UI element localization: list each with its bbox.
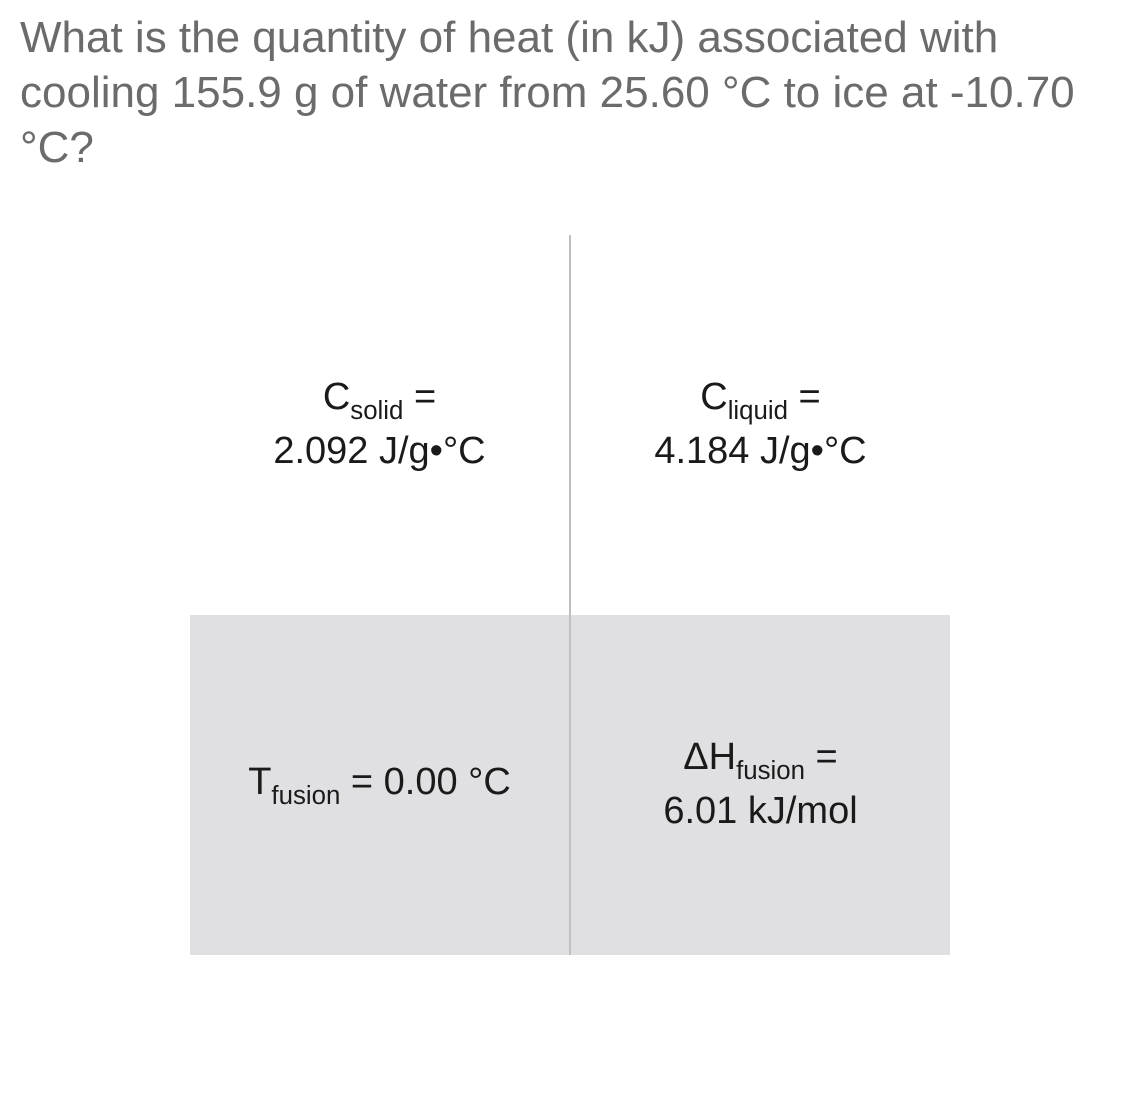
symbol-suffix: = xyxy=(403,376,436,418)
symbol-sub: fusion xyxy=(736,757,805,785)
symbol-suffix: = xyxy=(788,376,821,418)
cell-t-fusion: Tfusion = 0.00 °C xyxy=(190,615,570,955)
table-row: Csolid = 2.092 J/g•°C Cliquid = 4.184 J/… xyxy=(190,235,950,615)
symbol-suffix: = xyxy=(805,736,838,778)
symbol-prefix: C xyxy=(700,376,727,418)
symbol-prefix: ΔH xyxy=(683,736,736,778)
cell-dh-fusion: ΔHfusion = 6.01 kJ/mol xyxy=(570,615,950,955)
cell-value: 6.01 kJ/mol xyxy=(663,790,857,832)
table-row: Tfusion = 0.00 °C ΔHfusion = 6.01 kJ/mol xyxy=(190,615,950,955)
data-table-container: Csolid = 2.092 J/g•°C Cliquid = 4.184 J/… xyxy=(190,235,950,955)
question-text: What is the quantity of heat (in kJ) ass… xyxy=(20,10,1124,175)
cell-c-solid: Csolid = 2.092 J/g•°C xyxy=(190,235,570,615)
symbol-prefix: T xyxy=(248,761,271,803)
cell-value: 4.184 J/g•°C xyxy=(654,430,866,472)
symbol-sub: liquid xyxy=(728,397,788,425)
data-table: Csolid = 2.092 J/g•°C Cliquid = 4.184 J/… xyxy=(190,235,950,955)
symbol-prefix: C xyxy=(323,376,350,418)
cell-c-liquid: Cliquid = 4.184 J/g•°C xyxy=(570,235,950,615)
cell-value: 2.092 J/g•°C xyxy=(273,430,485,472)
symbol-sub: solid xyxy=(350,397,403,425)
symbol-suffix: = 0.00 °C xyxy=(340,761,510,803)
symbol-sub: fusion xyxy=(271,782,340,810)
